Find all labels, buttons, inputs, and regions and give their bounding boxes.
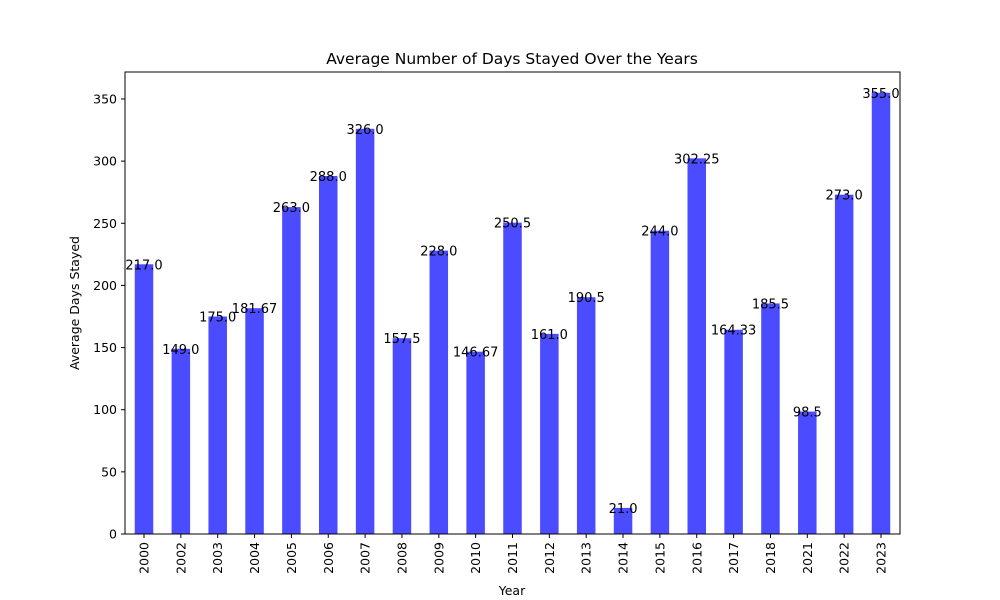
y-tick-label: 200: [93, 278, 117, 293]
bar-value-label: 302.25: [674, 152, 720, 167]
bar-value-label: 326.0: [346, 123, 383, 138]
x-axis-label: Year: [498, 583, 526, 598]
y-tick-label: 150: [93, 340, 117, 355]
bar-2017: [724, 329, 743, 534]
bar-2003: [208, 316, 227, 534]
bar-2023: [871, 92, 891, 534]
bar-2006: [319, 176, 338, 534]
bar-value-label: 288.0: [310, 170, 347, 185]
bar-value-label: 157.5: [383, 332, 420, 347]
bar-2002: [171, 348, 191, 534]
bar-value-label: 181.67: [232, 302, 278, 317]
y-tick-label: 300: [93, 154, 117, 169]
bar-2005: [282, 207, 301, 534]
y-axis-label: Average Days Stayed: [67, 236, 82, 370]
bar-2010: [466, 351, 485, 534]
bar-value-label: 149.0: [162, 343, 199, 358]
bar-2008: [392, 338, 412, 534]
bar-value-label: 217.0: [125, 258, 162, 273]
y-axis: 0 50 100 150 200 250 300 350: [93, 91, 125, 542]
y-tick-label: 100: [93, 402, 117, 417]
bar-value-label: 228.0: [420, 245, 457, 260]
bar-2015: [650, 230, 670, 535]
x-tick-label: 2018: [763, 542, 778, 574]
x-tick-label: 2016: [689, 542, 704, 574]
x-tick-label: 2023: [874, 542, 889, 574]
bar-2004: [245, 308, 264, 534]
chart-title: Average Number of Days Stayed Over the Y…: [326, 50, 698, 68]
bar-value-label: 161.0: [531, 328, 568, 343]
bar-value-label: 175.0: [199, 310, 236, 325]
bar-value-label: 355.0: [862, 87, 899, 102]
bar-2007: [355, 128, 375, 535]
x-tick-label: 2004: [247, 542, 262, 574]
bar-2018: [761, 303, 780, 534]
x-tick-label: 2010: [468, 542, 483, 574]
bar-value-label: 190.5: [568, 291, 605, 306]
x-axis: 2000 2002 2003 2004 2005 2006 2007 2008 2009 2010…: [137, 534, 889, 574]
bar-value-label: 250.5: [494, 217, 531, 232]
bar-2021: [798, 411, 817, 534]
bar-value-label: 244.0: [641, 225, 678, 240]
bar-2016: [687, 158, 706, 535]
bar-2011: [503, 222, 522, 534]
x-tick-label: 2000: [137, 542, 152, 574]
x-tick-label: 2012: [542, 542, 557, 574]
y-tick-label: 50: [101, 464, 117, 479]
bar-value-label: 98.5: [793, 406, 822, 421]
bar-2014: [613, 507, 633, 534]
x-tick-label: 2002: [173, 542, 188, 574]
x-tick-label: 2011: [505, 542, 520, 574]
y-tick-label: 0: [109, 527, 117, 542]
y-tick-label: 350: [93, 91, 117, 106]
bar-value-label: 164.33: [711, 324, 757, 339]
bar-value-label: 185.5: [752, 297, 789, 312]
bar-2000: [134, 264, 154, 534]
x-tick-label: 2008: [394, 542, 409, 574]
bars-group: [134, 92, 891, 535]
y-tick-label: 250: [93, 216, 117, 231]
x-tick-label: 2017: [726, 542, 741, 574]
bar-2022: [834, 194, 854, 534]
x-tick-label: 2022: [837, 542, 852, 574]
x-tick-label: 2021: [800, 542, 815, 574]
bar-value-label: 146.67: [453, 346, 499, 361]
x-tick-label: 2009: [431, 542, 446, 574]
bar-value-label: 21.0: [609, 502, 638, 517]
x-tick-label: 2014: [616, 542, 631, 574]
bar-2009: [429, 250, 449, 534]
x-tick-label: 2007: [358, 542, 373, 574]
bar-value-label: 263.0: [273, 201, 310, 216]
x-tick-label: 2005: [284, 542, 299, 574]
x-tick-label: 2015: [652, 542, 667, 574]
x-tick-label: 2006: [321, 542, 336, 574]
bar-value-label: 273.0: [826, 189, 863, 204]
bar-2013: [576, 297, 596, 534]
x-tick-label: 2013: [579, 542, 594, 574]
x-tick-label: 2003: [210, 542, 225, 574]
bar-2012: [540, 333, 559, 534]
